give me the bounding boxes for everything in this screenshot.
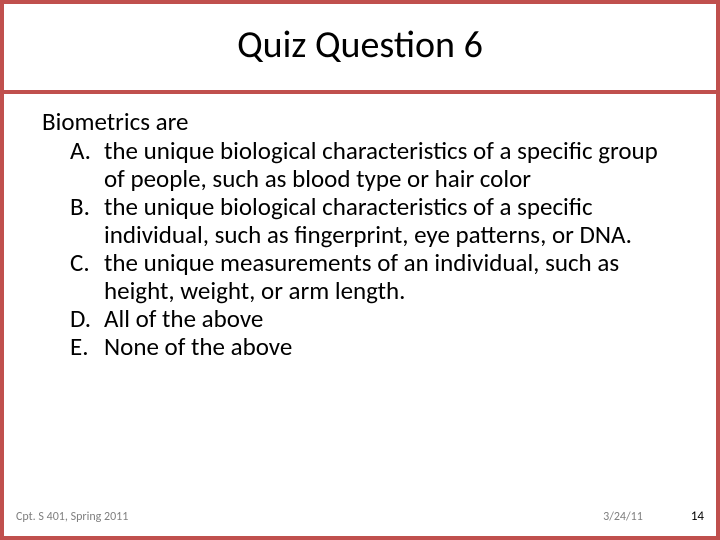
- option-c: C. the unique measurements of an individ…: [70, 249, 678, 305]
- footer-date: 3/24/11: [603, 510, 643, 524]
- slide-title: Quiz Question 6: [4, 22, 716, 68]
- option-letter: D.: [70, 305, 104, 333]
- content-region: Biometrics are A. the unique biological …: [4, 94, 716, 361]
- footer-left: Cpt. S 401, Spring 2011: [16, 510, 128, 524]
- option-letter: B.: [70, 193, 104, 249]
- option-e: E. None of the above: [70, 333, 678, 361]
- slide-footer: Cpt. S 401, Spring 2011 3/24/11 14: [16, 509, 704, 524]
- option-b: B. the unique biological characteristics…: [70, 193, 678, 249]
- footer-right: 3/24/11 14: [603, 509, 704, 524]
- question-stem: Biometrics are: [42, 108, 678, 137]
- option-d: D. All of the above: [70, 305, 678, 333]
- options-list: A. the unique biological characteristics…: [42, 137, 678, 361]
- option-text: None of the above: [104, 333, 678, 361]
- option-letter: A.: [70, 137, 104, 193]
- option-text: the unique biological characteristics of…: [104, 193, 678, 249]
- option-letter: C.: [70, 249, 104, 305]
- option-letter: E.: [70, 333, 104, 361]
- option-text: the unique biological characteristics of…: [104, 137, 678, 193]
- option-text: All of the above: [104, 305, 678, 333]
- option-text: the unique measurements of an individual…: [104, 249, 678, 305]
- slide-frame: Quiz Question 6 Biometrics are A. the un…: [0, 0, 720, 540]
- title-region: Quiz Question 6: [4, 4, 716, 94]
- option-a: A. the unique biological characteristics…: [70, 137, 678, 193]
- slide-number: 14: [691, 509, 704, 524]
